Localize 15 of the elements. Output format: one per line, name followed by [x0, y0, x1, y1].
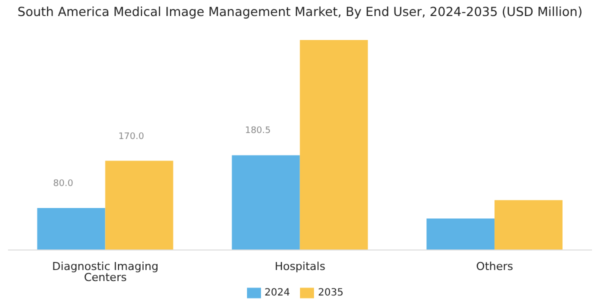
legend-label: 2035	[318, 288, 344, 299]
bar	[105, 160, 174, 250]
data-label: 180.5	[244, 126, 271, 136]
bar	[232, 155, 300, 250]
x-tick-label: Hospitals	[274, 260, 326, 273]
bar	[300, 40, 368, 250]
x-tick-label: Diagnostic Imaging Centers	[52, 260, 158, 284]
bar	[426, 218, 495, 250]
data-label: 170.0	[118, 132, 144, 142]
data-label: 80.0	[53, 179, 74, 189]
bar	[494, 200, 563, 250]
bar	[37, 208, 106, 250]
x-tick-label: Others	[476, 260, 514, 273]
legend-label: 2024	[264, 288, 290, 299]
chart-title: South America Medical Image Management Market, By End User, 2024-2035 (USD Million)	[16, 4, 584, 21]
